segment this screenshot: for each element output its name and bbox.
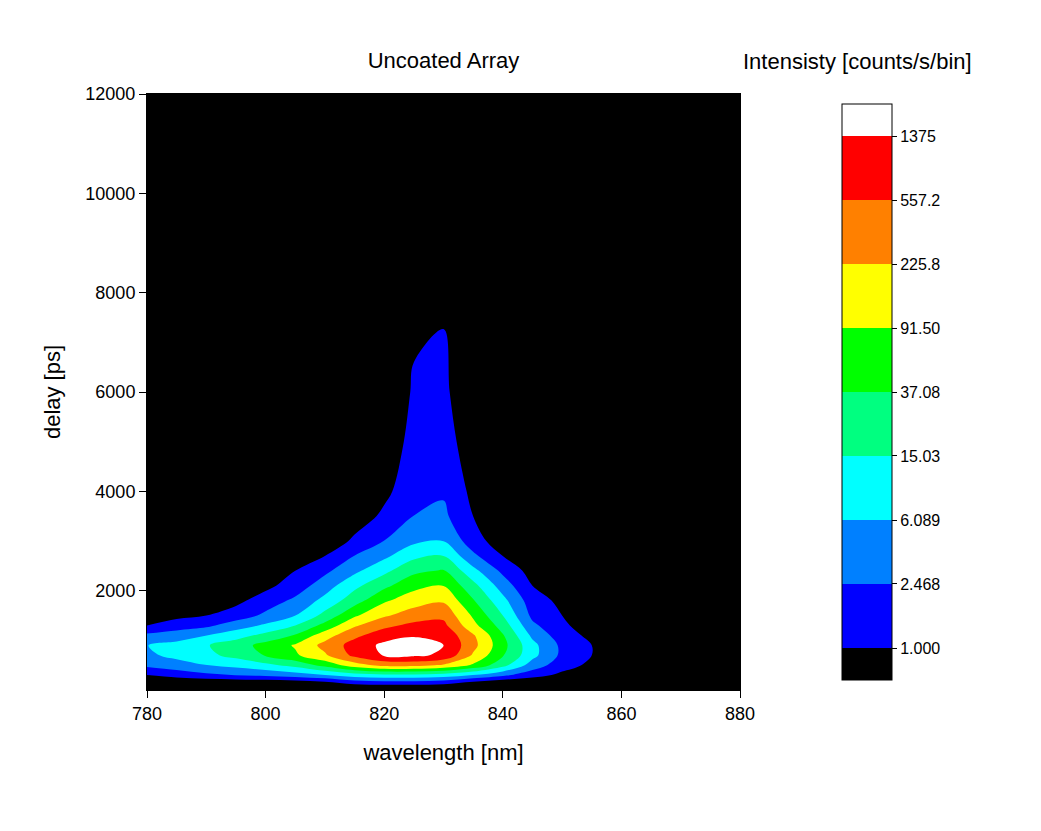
svg-text:Uncoated Array: Uncoated Array bbox=[368, 48, 520, 73]
svg-text:91.50: 91.50 bbox=[900, 320, 940, 337]
svg-text:6000: 6000 bbox=[95, 382, 135, 402]
svg-text:557.2: 557.2 bbox=[900, 192, 940, 209]
svg-text:8000: 8000 bbox=[95, 283, 135, 303]
svg-text:1.000: 1.000 bbox=[900, 640, 940, 657]
svg-text:225.8: 225.8 bbox=[900, 256, 940, 273]
svg-text:4000: 4000 bbox=[95, 482, 135, 502]
svg-text:10000: 10000 bbox=[85, 184, 135, 204]
svg-text:12000: 12000 bbox=[85, 84, 135, 104]
svg-text:860: 860 bbox=[606, 704, 636, 724]
svg-text:wavelength [nm]: wavelength [nm] bbox=[362, 740, 523, 765]
svg-text:delay [ps]: delay [ps] bbox=[40, 345, 65, 439]
svg-text:780: 780 bbox=[132, 704, 162, 724]
svg-text:1375: 1375 bbox=[900, 128, 936, 145]
svg-text:840: 840 bbox=[488, 704, 518, 724]
svg-text:6.089: 6.089 bbox=[900, 512, 940, 529]
svg-text:2.468: 2.468 bbox=[900, 576, 940, 593]
svg-text:37.08: 37.08 bbox=[900, 384, 940, 401]
svg-text:15.03: 15.03 bbox=[900, 448, 940, 465]
svg-text:800: 800 bbox=[251, 704, 281, 724]
svg-text:2000: 2000 bbox=[95, 581, 135, 601]
svg-text:880: 880 bbox=[725, 704, 755, 724]
svg-text:Intensisty [counts/s/bin]: Intensisty [counts/s/bin] bbox=[743, 49, 972, 74]
svg-text:820: 820 bbox=[369, 704, 399, 724]
